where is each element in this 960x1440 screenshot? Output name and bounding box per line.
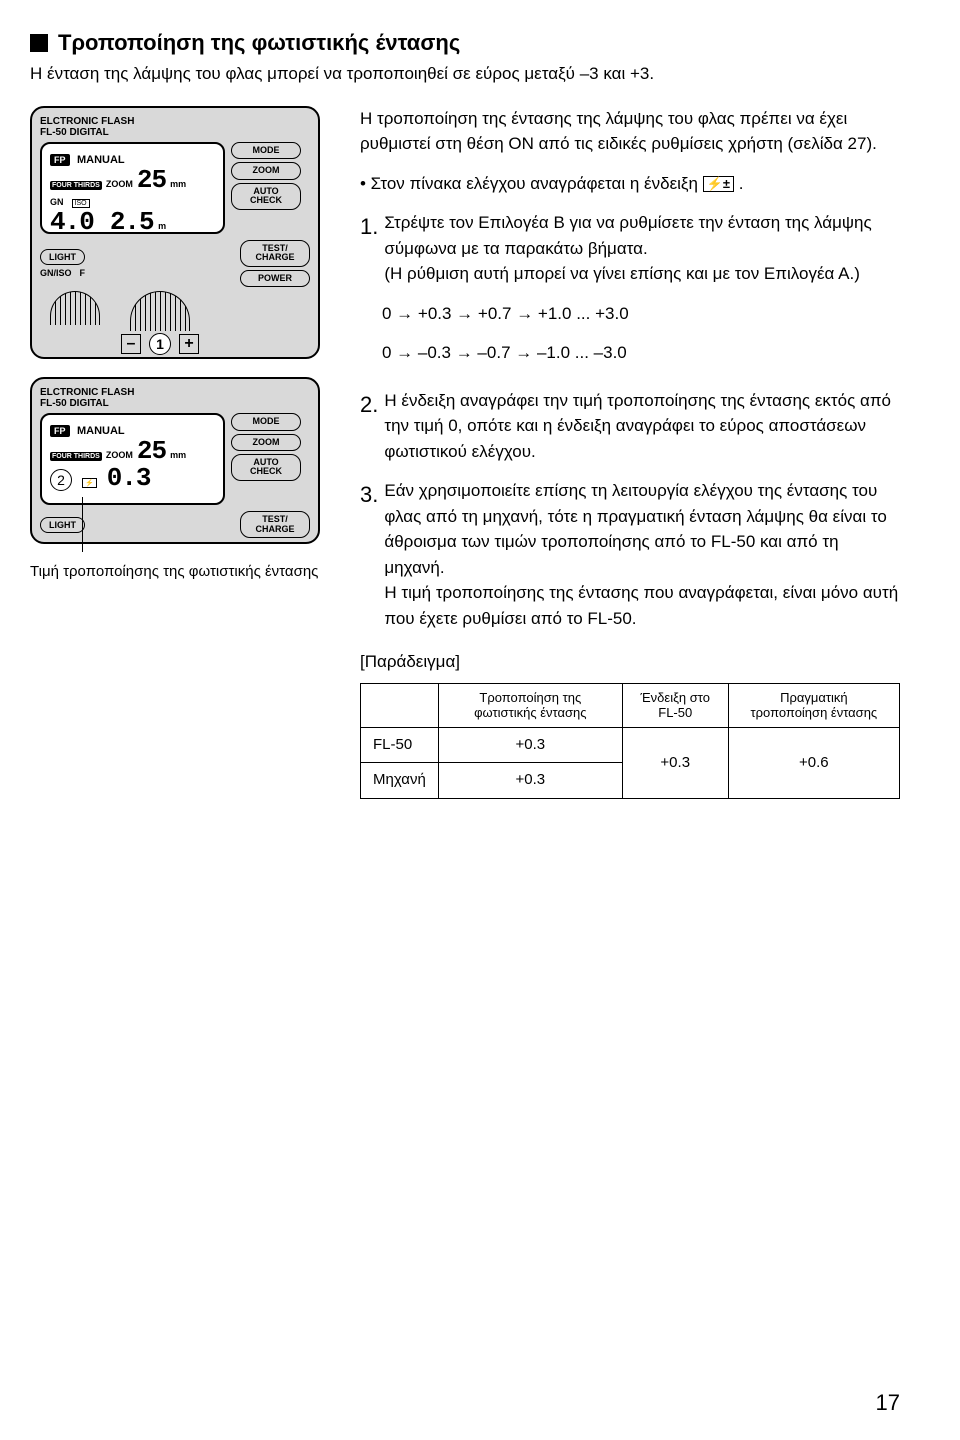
zoom-button-2: ZOOM [231, 434, 301, 451]
iso-icon-2: ⚡ [82, 478, 97, 488]
mode-button-2: MODE [231, 413, 301, 430]
caption-compensation-value: Τιμή τροποποίησης της φωτιστικής έντασης [30, 562, 330, 582]
section-title: Τροποποίηση της φωτιστικής έντασης [30, 30, 900, 56]
sequence-negative: 0 → –0.3 → –0.7 → –1.0 ... –3.0 [382, 340, 900, 366]
fourthirds-badge: FOUR THIRDS [50, 181, 102, 190]
row-fl50-label: FL-50 [361, 727, 439, 763]
auto-check-button: AUTO CHECK [231, 183, 301, 210]
th-actual: Πραγματική τροποποίηση έντασης [728, 683, 899, 727]
flash-device-illustration-2: ELCTRONIC FLASH FL-50 DIGITAL FP MANUAL … [30, 377, 320, 544]
p2-pre: • Στον πίνακα ελέγχου αναγράφεται η ένδε… [360, 174, 703, 193]
flash-device-illustration-1: ELCTRONIC FLASH FL-50 DIGITAL FP MANUAL … [30, 106, 320, 359]
auto-check-button-2: AUTO CHECK [231, 454, 301, 481]
compensation-value: 0.3 [107, 466, 151, 491]
focal-length-value-2: 25 [137, 439, 166, 464]
manual-label-2: MANUAL [77, 425, 125, 437]
step-2-text: Η ένδειξη αναγράφει την τιμή τροποποίηση… [384, 388, 900, 465]
paragraph-indicator: • Στον πίνακα ελέγχου αναγράφεται η ένδε… [360, 171, 900, 197]
callout-1: 1 [149, 333, 171, 355]
gn-label: GN [50, 197, 64, 207]
example-table: Τροποποίηση της φωτιστικής έντασης Ένδει… [360, 683, 900, 799]
paragraph-intro: Η τροποποίηση της έντασης της λάμψης του… [360, 106, 900, 157]
fp-badge-2: FP [50, 425, 70, 437]
sequence-positive: 0 → +0.3 → +0.7 → +1.0 ... +3.0 [382, 301, 900, 327]
square-bullet-icon [30, 34, 48, 52]
fourthirds-badge-2: FOUR THIRDS [50, 452, 102, 461]
th-display: Ένδειξη στο FL-50 [622, 683, 728, 727]
th-comp: Τροποποίηση της φωτιστικής έντασης [438, 683, 622, 727]
mm-unit: mm [170, 179, 186, 189]
device-header-2: ELCTRONIC FLASH FL-50 DIGITAL [40, 387, 310, 409]
dial-b-indicator: – 1 + [121, 333, 199, 355]
test-charge-button: TEST/ CHARGE [240, 240, 310, 267]
lcd-panel-1: FP MANUAL FOUR THIRDS ZOOM 25 mm GN ISO [40, 142, 225, 234]
section-title-text: Τροποποίηση της φωτιστικής έντασης [58, 30, 460, 56]
th-blank [361, 683, 439, 727]
gn-value: 4.0 [50, 210, 94, 235]
intro-text: Η ένταση της λάμψης του φλας μπορεί να τ… [30, 62, 900, 86]
mm-unit-2: mm [170, 450, 186, 460]
step-3-number: 3. [360, 478, 378, 631]
row-fl50-comp: +0.3 [438, 727, 622, 763]
p2-post: . [739, 174, 744, 193]
test-charge-button-2: TEST/ CHARGE [240, 511, 310, 538]
flash-compensation-icon: ⚡± [703, 176, 734, 192]
focal-length-value: 25 [137, 168, 166, 193]
gn-iso-label: GN/ISO [40, 268, 72, 278]
plus-icon: + [179, 334, 199, 354]
fp-badge: FP [50, 154, 70, 166]
row-camera-label: Μηχανή [361, 763, 439, 799]
example-title: [Παράδειγμα] [360, 649, 900, 675]
dial-b [130, 291, 190, 331]
light-button: LIGHT [40, 249, 85, 265]
dial-a [50, 291, 100, 325]
step-1-text: Στρέψτε τον Επιλογέα Β για να ρυθμίσετε … [384, 210, 900, 287]
callout-2: 2 [50, 469, 72, 491]
zoom-button: ZOOM [231, 162, 301, 179]
row-camera-comp: +0.3 [438, 763, 622, 799]
f-label: F [80, 268, 86, 278]
step-1-number: 1. [360, 210, 378, 287]
light-button-2: LIGHT [40, 517, 85, 533]
lcd-panel-2: FP MANUAL FOUR THIRDS ZOOM 25 mm 2 ⚡ 0.3 [40, 413, 225, 505]
page-number: 17 [876, 1390, 900, 1416]
device-header: ELCTRONIC FLASH FL-50 DIGITAL [40, 116, 134, 138]
manual-label: MANUAL [77, 154, 125, 166]
mode-button: MODE [231, 142, 301, 159]
zoom-label-2: ZOOM [106, 450, 133, 460]
display-value: +0.3 [622, 727, 728, 798]
step-3-text: Εάν χρησιμοποιείτε επίσης τη λειτουργία … [384, 478, 900, 631]
power-button: POWER [240, 270, 310, 287]
step-2-number: 2. [360, 388, 378, 465]
zoom-label: ZOOM [106, 179, 133, 189]
minus-icon: – [121, 334, 141, 354]
actual-value: +0.6 [728, 727, 899, 798]
distance-value: 2.5 [110, 207, 154, 237]
m-unit: m [158, 221, 166, 231]
